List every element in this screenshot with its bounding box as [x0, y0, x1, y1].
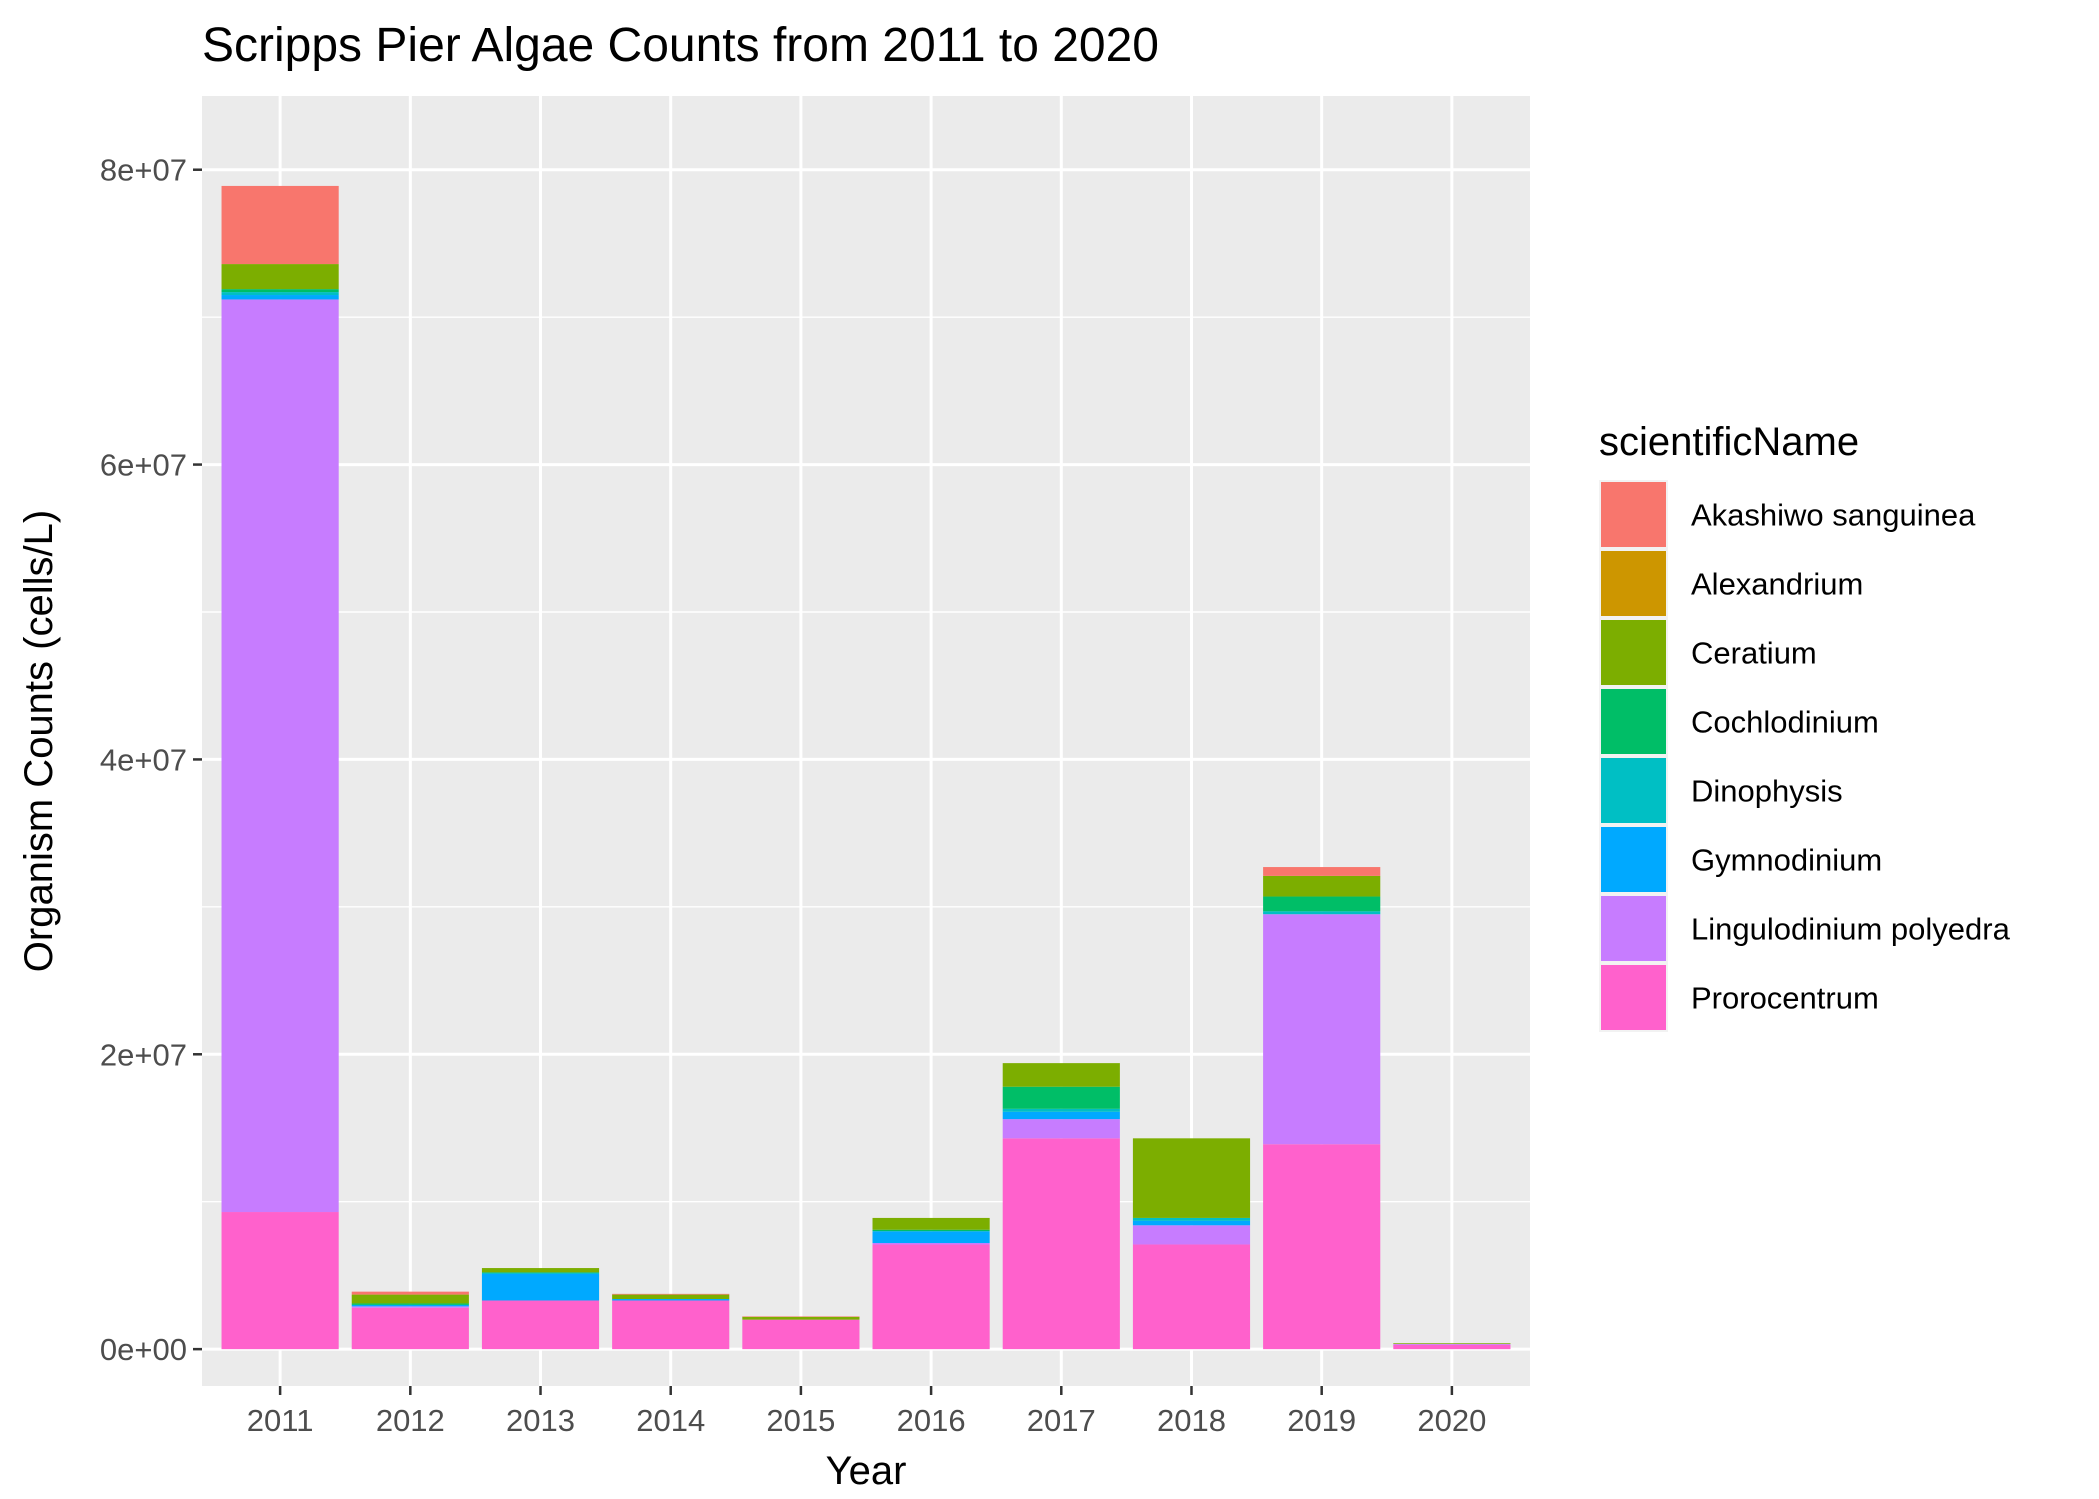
- x-tick-label: 2018: [1157, 1403, 1226, 1438]
- bar-segment-prorocentrum: [1002, 1138, 1120, 1350]
- y-axis: 0e+00 2e+07 4e+07 6e+07 8e+07: [100, 153, 202, 1367]
- x-tick-label: 2011: [247, 1403, 314, 1438]
- legend-key-swatch: [1601, 758, 1666, 823]
- bar-segment-prorocentrum: [612, 1300, 730, 1350]
- bar-segment-gymnodinium: [612, 1299, 730, 1301]
- legend-label: Alexandrium: [1691, 567, 1863, 602]
- bar-segment-akashiwo-sanguinea: [221, 185, 339, 265]
- bar-segment-lingulodinium-polyedra: [872, 1242, 990, 1245]
- legend-key-swatch: [1601, 965, 1666, 1030]
- bar-segment-prorocentrum: [221, 1212, 339, 1350]
- bar-segment-cochlodinium: [351, 1303, 469, 1305]
- bars: [221, 185, 1511, 1350]
- chart-title: Scripps Pier Algae Counts from 2011 to 2…: [202, 19, 1159, 72]
- bar-segment-ceratium: [221, 264, 339, 290]
- x-tick-label: 2014: [636, 1403, 705, 1438]
- bar-segment-dinophysis: [1263, 911, 1381, 915]
- bar-segment-gymnodinium: [1132, 1220, 1251, 1226]
- bar-segment-dinophysis: [1132, 1217, 1251, 1221]
- bar-segment-akashiwo-sanguinea: [612, 1293, 730, 1295]
- legend-title: scientificName: [1599, 420, 1859, 464]
- legend-key-swatch: [1601, 896, 1666, 961]
- legend-label: Ceratium: [1691, 636, 1817, 671]
- bar-segment-ceratium: [1393, 1343, 1511, 1344]
- bar-segment-prorocentrum: [1132, 1244, 1251, 1350]
- bar-segment-akashiwo-sanguinea: [351, 1291, 469, 1295]
- y-tick-label: 6e+07: [100, 448, 187, 483]
- bar-segment-lingulodinium-polyedra: [1263, 914, 1381, 1145]
- x-tick-label: 2016: [897, 1403, 966, 1438]
- y-tick-label: 4e+07: [100, 742, 187, 777]
- legend-label: Prorocentrum: [1691, 981, 1879, 1016]
- x-tick-label: 2020: [1417, 1403, 1486, 1438]
- x-tick-label: 2017: [1027, 1403, 1096, 1438]
- bar-segment-gymnodinium: [481, 1273, 600, 1301]
- x-tick-label: 2013: [506, 1403, 575, 1438]
- bar-segment-lingulodinium-polyedra: [351, 1306, 469, 1308]
- x-tick-label: 2012: [376, 1403, 445, 1438]
- bar-segment-prorocentrum: [1393, 1344, 1511, 1350]
- legend: Akashiwo sanguinea Alexandrium Ceratium Coc…: [1599, 480, 2011, 1032]
- legend-label: Cochlodinium: [1691, 705, 1879, 740]
- bar-segment-akashiwo-sanguinea: [742, 1316, 860, 1317]
- bar-segment-cochlodinium: [1002, 1086, 1120, 1109]
- legend-key-swatch: [1601, 689, 1666, 754]
- x-axis-title: Year: [826, 1449, 907, 1493]
- bar-segment-prorocentrum: [351, 1307, 469, 1350]
- y-tick-label: 0e+00: [100, 1332, 187, 1367]
- bar-segment-lingulodinium-polyedra: [1393, 1343, 1511, 1345]
- bar-segment-ceratium: [1132, 1138, 1251, 1218]
- bar-segment-gymnodinium: [1002, 1111, 1120, 1120]
- bar-segment-gymnodinium: [221, 295, 339, 300]
- bar-segment-ceratium: [612, 1294, 730, 1300]
- legend-key-swatch: [1601, 620, 1666, 685]
- x-tick-label: 2019: [1287, 1403, 1356, 1438]
- bar-segment-gymnodinium: [351, 1304, 469, 1307]
- bar-segment-dinophysis: [221, 292, 339, 296]
- bar-segment-ceratium: [742, 1316, 860, 1320]
- bar-segment-gymnodinium: [872, 1231, 990, 1243]
- y-tick-label: 8e+07: [100, 153, 187, 188]
- legend-label: Dinophysis: [1691, 774, 1843, 809]
- bar-segment-akashiwo-sanguinea: [1263, 867, 1381, 876]
- bar-segment-ceratium: [1263, 875, 1381, 897]
- legend-key-swatch: [1601, 827, 1666, 892]
- bar-segment-prorocentrum: [742, 1319, 860, 1350]
- y-axis-title: Organism Counts (cells/L): [17, 510, 61, 972]
- y-tick-label: 2e+07: [100, 1037, 187, 1072]
- bar-segment-prorocentrum: [1263, 1144, 1381, 1350]
- x-axis: 2011 2012 2013 2014 2015 2016 2017 2018 2019 2020: [247, 1386, 1486, 1438]
- bar-segment-cochlodinium: [1263, 896, 1381, 912]
- bar-segment-cochlodinium: [872, 1229, 990, 1232]
- legend-key-swatch: [1601, 482, 1666, 547]
- bar-segment-ceratium: [351, 1294, 469, 1304]
- legend-label: Gymnodinium: [1691, 843, 1882, 878]
- bar-segment-prorocentrum: [481, 1300, 600, 1350]
- bar-segment-dinophysis: [1002, 1108, 1120, 1112]
- bar-segment-ceratium: [1002, 1063, 1120, 1087]
- bar-segment-lingulodinium-polyedra: [1132, 1225, 1251, 1245]
- bar-segment-prorocentrum: [872, 1244, 990, 1350]
- x-tick-label: 2015: [766, 1403, 835, 1438]
- legend-label: Akashiwo sanguinea: [1691, 498, 1976, 533]
- bar-segment-dinophysis: [481, 1272, 600, 1274]
- legend-label: Lingulodinium polyedra: [1691, 912, 2011, 947]
- bar-segment-ceratium: [872, 1217, 990, 1230]
- bar-segment-lingulodinium-polyedra: [1002, 1119, 1120, 1139]
- bar-segment-ceratium: [481, 1268, 600, 1273]
- bar-segment-cochlodinium: [221, 289, 339, 293]
- legend-key-swatch: [1601, 551, 1666, 616]
- bar-segment-lingulodinium-polyedra: [221, 299, 339, 1213]
